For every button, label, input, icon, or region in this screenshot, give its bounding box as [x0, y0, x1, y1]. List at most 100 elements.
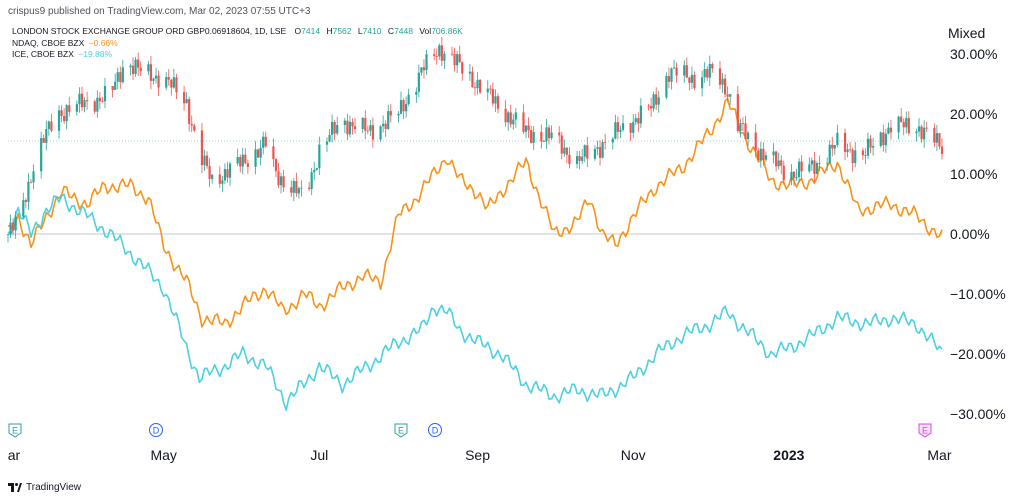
candle-body	[218, 174, 221, 184]
candle-body	[203, 155, 206, 166]
candle-body	[75, 104, 79, 112]
dividend-marker[interactable]: D	[428, 423, 442, 437]
candle-body	[649, 106, 653, 109]
candle-body	[205, 155, 209, 167]
candle-body	[328, 134, 331, 142]
candle-body	[407, 94, 410, 105]
candle-body	[282, 176, 285, 188]
candle-body	[244, 154, 247, 164]
candle-body	[330, 121, 334, 135]
candle-body	[655, 94, 658, 105]
candle-body	[300, 187, 303, 189]
candle-body	[453, 54, 456, 66]
candle-body	[833, 144, 836, 149]
tradingview-logo-icon	[8, 483, 22, 492]
candle-body	[440, 45, 443, 61]
candle-body	[871, 146, 875, 148]
candle-body	[593, 148, 597, 159]
candle-body	[869, 138, 872, 148]
earnings-marker[interactable]: E	[918, 423, 932, 438]
candle-body	[757, 150, 760, 160]
candle-body	[547, 127, 551, 139]
candle-body	[723, 78, 727, 95]
candle-body	[619, 129, 622, 132]
candle-body	[397, 113, 400, 116]
candle-body	[721, 78, 724, 85]
candle-body	[736, 94, 739, 131]
candle-body	[797, 161, 801, 178]
candle-body	[137, 59, 140, 68]
svg-text:E: E	[398, 426, 404, 436]
candle-body	[98, 97, 101, 102]
candle-body	[29, 181, 33, 183]
candle-body	[336, 125, 339, 134]
candle-body	[310, 172, 313, 189]
candle-body	[193, 125, 196, 131]
candle-body	[471, 71, 474, 88]
candle-body	[808, 164, 811, 172]
candle-body	[604, 142, 607, 143]
earnings-marker[interactable]: E	[394, 423, 408, 438]
candle-body	[759, 148, 762, 160]
legend: LONDON STOCK EXCHANGE GROUP ORD GBP0.069…	[12, 26, 463, 61]
y-tick-label: 30.00%	[950, 46, 997, 62]
candle-body	[683, 65, 686, 76]
candle-body	[353, 126, 357, 129]
candle-body	[897, 116, 900, 133]
candle-body	[63, 116, 66, 122]
legend-ndaq[interactable]: NDAQ, CBOE BZX −0.66%	[12, 38, 463, 50]
candle-body	[563, 147, 566, 154]
candle-body	[826, 163, 829, 165]
candle-body	[882, 132, 885, 146]
candle-body	[223, 169, 227, 181]
candle-body	[846, 149, 849, 152]
candle-body	[131, 65, 135, 75]
candle-body	[165, 77, 168, 88]
candle-body	[601, 142, 604, 158]
candle-body	[114, 81, 117, 91]
candle-body	[851, 149, 854, 164]
candle-body	[379, 126, 382, 140]
x-tick-label: Mar	[927, 447, 951, 463]
candle-body	[239, 157, 242, 167]
candle-body	[889, 127, 893, 133]
candle-body	[598, 147, 602, 158]
candle-body	[879, 132, 882, 147]
candle-body	[550, 132, 553, 139]
y-tick-label: 0.00%	[950, 226, 990, 242]
candle-body	[558, 132, 561, 136]
candle-body	[366, 130, 369, 132]
scale-mode-label[interactable]: Mixed	[948, 25, 986, 41]
candle-body	[581, 156, 584, 161]
candle-body	[246, 163, 249, 167]
candle-body	[690, 74, 694, 83]
candle-body	[292, 181, 295, 193]
legend-ice[interactable]: ICE, CBOE BZX −19.88%	[12, 49, 463, 61]
series-line-ice	[7, 193, 943, 411]
candle-body	[545, 127, 548, 142]
candle-body	[361, 117, 364, 129]
candle-body	[382, 123, 385, 127]
candle-body	[435, 55, 438, 57]
candle-body	[800, 161, 803, 172]
candle-body	[583, 145, 586, 157]
candle-body	[596, 147, 599, 149]
svg-text:E: E	[12, 426, 18, 436]
candle-body	[920, 126, 923, 140]
candle-body	[272, 146, 275, 160]
candle-body	[93, 101, 96, 112]
candle-body	[726, 94, 729, 97]
candle-body	[703, 69, 706, 78]
candle-body	[772, 151, 775, 156]
candle-body	[119, 72, 122, 83]
candle-body	[532, 131, 535, 143]
candle-body	[933, 127, 936, 143]
candle-body	[147, 64, 150, 72]
candle-body	[425, 54, 428, 71]
earnings-marker[interactable]: E	[8, 423, 22, 438]
candle-body	[254, 149, 257, 167]
candle-body	[458, 54, 461, 63]
candle-body	[486, 88, 489, 93]
dividend-marker[interactable]: D	[149, 423, 163, 437]
